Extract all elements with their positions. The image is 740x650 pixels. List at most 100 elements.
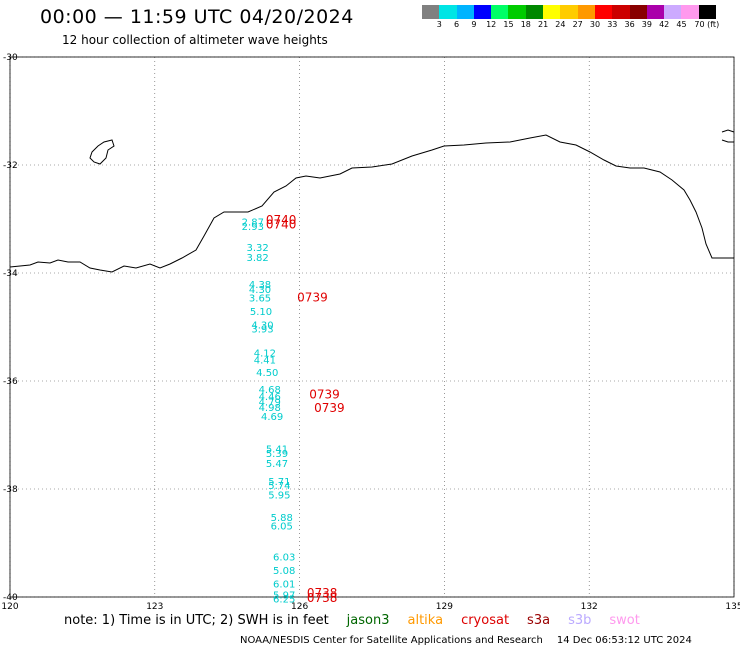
colorbar-labels: 3 6 9 12 15 18 21 24 27 30 33 36 39 42 45 70 (ft) xyxy=(422,20,740,32)
colorbar-swatch xyxy=(508,5,526,19)
mission-s3b: s3b xyxy=(568,613,592,628)
wave-height-label: 4.38 xyxy=(249,280,271,291)
wave-height-label: 5.47 xyxy=(266,459,288,470)
credit-line: NOAA/NESDIS Center for Satellite Applica… xyxy=(240,635,692,646)
wave-height-label: 6.01 xyxy=(273,580,295,591)
colorbar-label: 12 xyxy=(486,20,497,29)
lon-tick-label: 135 xyxy=(725,602,740,610)
colorbar-swatch xyxy=(439,5,457,19)
colorbar-label: 6 xyxy=(454,20,460,29)
mission-cryosat: cryosat xyxy=(461,613,510,628)
mission-legend: jason3 altika cryosat s3a s3b swot xyxy=(347,613,658,628)
australia-coastline xyxy=(9,134,734,273)
colorbar-swatch xyxy=(612,5,630,19)
note-line: note: 1) Time is in UTC; 2) SWH is in fe… xyxy=(64,613,676,628)
wave-height-labels: 2.872.933.323.824.384.303.655.104.303.93… xyxy=(242,218,296,606)
colorbar-label: 15 xyxy=(503,20,514,29)
lon-tick-label: 129 xyxy=(436,602,453,610)
latitude-tick-labels: -30 -32 -34 -36 -38 -40 xyxy=(3,53,18,603)
graticule xyxy=(9,56,735,598)
wave-height-label: 4.30 xyxy=(251,320,273,331)
colorbar-swatch xyxy=(629,5,647,19)
map-frame xyxy=(9,56,735,598)
wave-height-label: 3.93 xyxy=(251,325,273,336)
colorbar-swatch xyxy=(456,5,474,19)
colorbar-label: 42 xyxy=(659,20,670,29)
colorbar-swatch xyxy=(646,5,665,19)
pass-time-label: 0738 xyxy=(307,591,338,605)
pass-time-label: 0739 xyxy=(309,388,340,402)
credit-org: NOAA/NESDIS Center for Satellite Applica… xyxy=(240,635,543,646)
colorbar-label: 18 xyxy=(520,20,531,29)
map-title: 00:00 — 11:59 UTC 04/20/2024 xyxy=(40,6,354,28)
lat-tick-label: -32 xyxy=(3,161,18,171)
wave-height-map: 120 123 126 129 132 135 -30 -32 -34 -36 -38 -40 2.… xyxy=(1,53,740,610)
mission-s3a: s3a xyxy=(527,613,551,628)
colorbar-label: 33 xyxy=(607,20,618,29)
colorbar-swatch xyxy=(473,5,492,19)
colorbar xyxy=(422,5,717,19)
wave-height-label: 5.71 xyxy=(268,477,290,488)
wave-height-label: 2.93 xyxy=(242,222,264,233)
wave-height-label: 2.87 xyxy=(242,218,264,229)
colorbar-swatch xyxy=(664,5,682,19)
wave-height-label: 4.68 xyxy=(259,385,281,396)
colorbar-label: 21 xyxy=(538,20,549,29)
wave-height-label: 4.50 xyxy=(256,368,278,379)
note-text: note: 1) Time is in UTC; 2) SWH is in fe… xyxy=(64,613,329,628)
colorbar-label: 39 xyxy=(641,20,652,29)
credit-time: 14 Dec 06:53:12 UTC 2024 xyxy=(556,635,692,646)
mission-altika: altika xyxy=(407,613,444,628)
colorbar-swatch xyxy=(594,5,613,19)
colorbar-swatch xyxy=(681,5,699,19)
colorbar-label: 27 xyxy=(572,20,583,29)
colorbar-label: 9 xyxy=(471,20,477,29)
tasmania-edge xyxy=(721,129,735,143)
lon-tick-label: 126 xyxy=(291,602,308,610)
wave-height-label: 5.39 xyxy=(266,449,288,460)
wave-height-label: 5.41 xyxy=(266,445,288,456)
pass-time-label: 0740 xyxy=(266,217,297,231)
wave-height-label: 5.10 xyxy=(250,307,272,318)
mission-swot: swot xyxy=(609,613,640,628)
colorbar-label: 24 xyxy=(555,20,566,29)
pass-time-label: 0739 xyxy=(297,290,328,304)
wave-height-label: 5.88 xyxy=(271,513,293,524)
map-subtitle: 12 hour collection of altimeter wave hei… xyxy=(62,33,328,47)
lon-tick-label: 132 xyxy=(581,602,598,610)
wave-height-label: 4.46 xyxy=(259,392,281,403)
pass-time-label: 0740 xyxy=(266,213,297,227)
wave-height-label: 4.12 xyxy=(254,348,276,359)
colorbar-label: 36 xyxy=(624,20,635,29)
wave-height-label: 4.79 xyxy=(259,398,281,409)
colorbar-swatch xyxy=(491,5,509,19)
pass-time-label: 0738 xyxy=(307,586,338,600)
lat-tick-label: -34 xyxy=(3,269,18,279)
wave-height-label: 3.32 xyxy=(247,243,269,254)
lat-tick-label: -38 xyxy=(3,485,18,495)
colorbar-label: 45 xyxy=(676,20,687,29)
wave-height-label: 3.65 xyxy=(249,293,271,304)
colorbar-swatch xyxy=(525,5,544,19)
lat-tick-label: -36 xyxy=(3,377,18,387)
longitude-tick-labels: 120 123 126 129 132 135 xyxy=(1,602,740,610)
wave-height-label: 6.05 xyxy=(271,522,293,533)
lat-tick-label: -40 xyxy=(3,593,18,603)
colorbar-swatch xyxy=(543,5,561,19)
pass-time-label: 0739 xyxy=(314,401,345,415)
mission-jason3: jason3 xyxy=(346,613,390,628)
kangaroo-island xyxy=(89,139,115,165)
wave-height-label: 5.08 xyxy=(273,566,295,577)
colorbar-swatch xyxy=(560,5,578,19)
colorbar-swatch xyxy=(698,5,717,19)
colorbar-label: 3 xyxy=(436,20,442,29)
wave-height-label: 5.97 xyxy=(273,590,295,601)
wave-height-label: 4.30 xyxy=(249,285,271,296)
wave-height-label: 5.95 xyxy=(268,490,290,501)
colorbar-label: 30 xyxy=(589,20,601,29)
colorbar-label: 70 (ft) xyxy=(694,20,720,29)
wave-height-label: 4.69 xyxy=(261,412,283,423)
colorbar-swatch xyxy=(577,5,595,19)
wave-height-label: 4.41 xyxy=(254,355,276,366)
